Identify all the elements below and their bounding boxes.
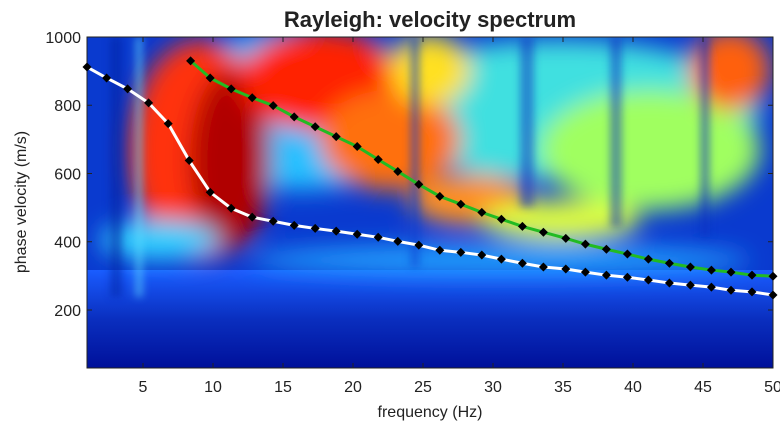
curve-point — [477, 250, 487, 260]
x-tick-label: 20 — [344, 379, 362, 396]
x-tick-label: 30 — [484, 379, 502, 396]
curve-point — [601, 270, 611, 280]
x-tick-label: 45 — [694, 379, 712, 396]
y-tick-label: 200 — [54, 303, 81, 320]
curve-point — [768, 271, 778, 281]
curve-point — [268, 101, 278, 111]
curve-point — [538, 262, 548, 272]
x-tick-label: 5 — [139, 379, 148, 396]
y-axis-label: phase velocity (m/s) — [13, 131, 30, 273]
heatmap-background — [87, 37, 773, 368]
curve-point — [186, 56, 196, 66]
curve-point — [331, 132, 341, 142]
x-tick-label: 40 — [624, 379, 642, 396]
curve-point — [580, 267, 590, 277]
curve-point — [226, 84, 236, 94]
curve-point — [622, 272, 632, 282]
curve-point — [726, 267, 736, 277]
y-tick-label: 800 — [54, 98, 81, 115]
x-tick-label: 15 — [274, 379, 292, 396]
curve-point — [622, 249, 632, 259]
curve-point — [664, 278, 674, 288]
curve-point — [352, 229, 362, 239]
chart-title: Rayleigh: velocity spectrum — [284, 7, 576, 32]
curve-point — [477, 207, 487, 217]
curve-point — [102, 73, 112, 83]
curve-point — [414, 179, 424, 189]
curve-point — [289, 220, 299, 230]
curve-point — [747, 287, 757, 297]
curve-point — [268, 216, 278, 226]
curve-point — [768, 290, 778, 300]
curve-point — [247, 93, 257, 103]
curve-point — [561, 233, 571, 243]
curve-point — [517, 221, 527, 231]
curve-point — [373, 155, 383, 165]
curve-point — [517, 258, 527, 268]
curve-point — [456, 247, 466, 257]
curve-point — [310, 223, 320, 233]
curve-point — [435, 245, 445, 255]
picked-curve — [86, 65, 774, 297]
curve-point — [496, 254, 506, 264]
plot-frame — [86, 36, 774, 369]
curve-point — [414, 240, 424, 250]
curve-point — [205, 187, 215, 197]
curve-point — [685, 262, 695, 272]
y-tick-label: 400 — [54, 235, 81, 252]
curve-point — [373, 232, 383, 242]
curve-point — [726, 285, 736, 295]
curve-point — [123, 84, 133, 94]
x-axis-label: frequency (Hz) — [378, 404, 483, 421]
curve-point — [538, 227, 548, 237]
curve-point — [82, 62, 92, 72]
x-tick-label: 50 — [764, 379, 780, 396]
curve-point — [706, 282, 716, 292]
curve-point — [226, 203, 236, 213]
curve-point — [435, 191, 445, 201]
curve-point — [685, 280, 695, 290]
curve-point — [289, 112, 299, 122]
y-tick-label: 600 — [54, 166, 81, 183]
curve-point — [393, 236, 403, 246]
curve-point — [144, 98, 154, 108]
curve-point — [205, 73, 215, 83]
y-tick-label: 1000 — [45, 30, 81, 47]
curve-point — [580, 239, 590, 249]
curve-point — [247, 212, 257, 222]
curve-point — [163, 119, 173, 129]
curve-point — [643, 275, 653, 285]
x-tick-label: 10 — [204, 379, 222, 396]
x-tick-label: 25 — [414, 379, 432, 396]
curve-point — [352, 142, 362, 152]
curve-point — [456, 199, 466, 209]
curve-point — [664, 258, 674, 268]
curve-point — [601, 244, 611, 254]
curve-point — [643, 254, 653, 264]
curve-point — [184, 156, 194, 166]
curve-point — [706, 265, 716, 275]
x-tick-label: 35 — [554, 379, 572, 396]
curve-point — [496, 214, 506, 224]
curve-point — [561, 264, 571, 274]
curve-point — [310, 122, 320, 132]
curve-point — [331, 226, 341, 236]
curve-point — [747, 270, 757, 280]
curve-point — [393, 166, 403, 176]
